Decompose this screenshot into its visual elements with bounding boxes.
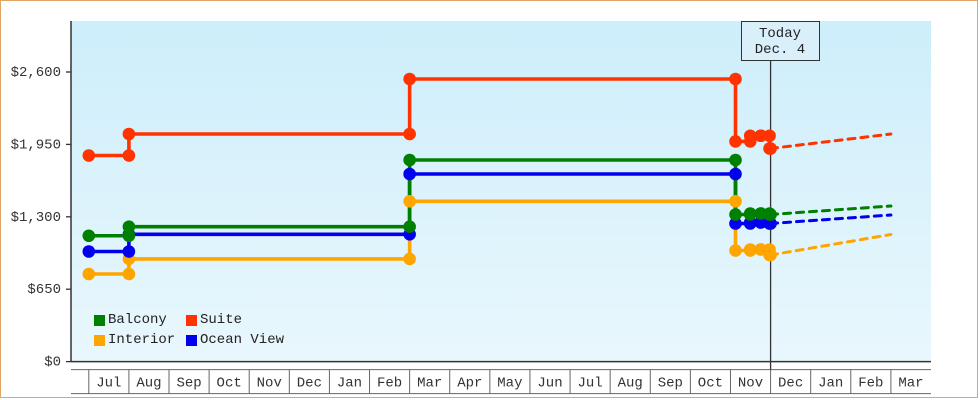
svg-text:Dec: Dec — [778, 376, 803, 392]
svg-text:Sep: Sep — [658, 376, 683, 392]
svg-text:Nov: Nov — [738, 376, 763, 392]
svg-text:Dec: Dec — [297, 376, 322, 392]
svg-text:Oct: Oct — [217, 376, 242, 392]
svg-text:$650: $650 — [27, 282, 61, 298]
svg-text:Sep: Sep — [176, 376, 201, 392]
svg-text:Mar: Mar — [417, 376, 442, 392]
svg-text:$0: $0 — [44, 355, 61, 371]
svg-text:Jun: Jun — [537, 376, 562, 392]
svg-text:Feb: Feb — [377, 376, 402, 392]
svg-text:May: May — [497, 376, 522, 392]
svg-text:$1,300: $1,300 — [11, 210, 61, 226]
svg-text:$2,600: $2,600 — [11, 65, 61, 81]
svg-text:$1,950: $1,950 — [11, 137, 61, 153]
svg-text:Aug: Aug — [136, 376, 161, 392]
svg-text:Jul: Jul — [96, 376, 121, 392]
svg-text:Nov: Nov — [257, 376, 282, 392]
svg-text:Apr: Apr — [457, 376, 482, 392]
svg-text:Jan: Jan — [337, 376, 362, 392]
svg-text:Mar: Mar — [898, 376, 923, 392]
svg-text:Oct: Oct — [698, 376, 723, 392]
svg-text:Feb: Feb — [858, 376, 883, 392]
svg-text:Jul: Jul — [578, 376, 603, 392]
svg-text:Aug: Aug — [618, 376, 643, 392]
svg-text:Jan: Jan — [818, 376, 843, 392]
